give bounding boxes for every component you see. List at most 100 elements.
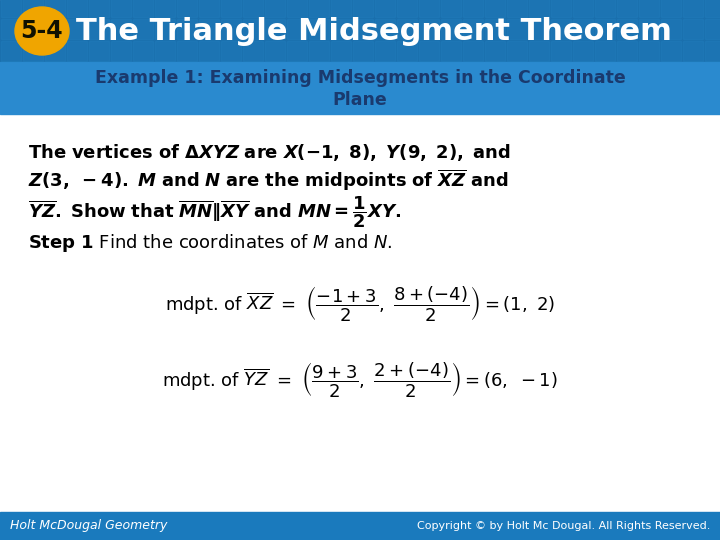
Bar <box>441 41 461 61</box>
Bar <box>441 19 461 39</box>
Bar <box>89 0 109 17</box>
Bar <box>199 0 219 17</box>
Bar <box>353 19 373 39</box>
Bar <box>507 0 527 17</box>
Bar <box>419 41 439 61</box>
Text: $\mathbf{Step\ 1}$$\ $Find the coordinates of $\mathit{M}$ and $\mathit{N}$.: $\mathbf{Step\ 1}$$\ $Find the coordinat… <box>28 232 392 254</box>
Bar <box>287 0 307 17</box>
Bar <box>551 19 571 39</box>
Bar <box>551 0 571 17</box>
Bar <box>485 41 505 61</box>
Bar <box>309 41 329 61</box>
Bar <box>529 19 549 39</box>
Text: Holt McDougal Geometry: Holt McDougal Geometry <box>10 519 167 532</box>
Bar <box>133 0 153 17</box>
Bar <box>617 19 637 39</box>
Text: Copyright © by Holt Mc Dougal. All Rights Reserved.: Copyright © by Holt Mc Dougal. All Right… <box>417 521 710 531</box>
Bar <box>617 41 637 61</box>
Bar <box>243 19 263 39</box>
Text: mdpt. of $\overline{XZ}\ =\ \left(\dfrac{-1+3}{2},\ \dfrac{8+(-4)}{2}\right) = (: mdpt. of $\overline{XZ}\ =\ \left(\dfrac… <box>165 284 555 323</box>
Bar <box>331 19 351 39</box>
Bar <box>309 0 329 17</box>
Bar <box>177 0 197 17</box>
Bar <box>397 19 417 39</box>
Bar <box>397 41 417 61</box>
Bar <box>485 19 505 39</box>
Text: $\boldsymbol{Z}$$\mathbf{(3,\ -4).\ }$$\boldsymbol{M}$$\mathbf{\ and\ }$$\boldsy: $\boldsymbol{Z}$$\mathbf{(3,\ -4).\ }$$\… <box>28 168 508 193</box>
Bar <box>199 19 219 39</box>
Bar <box>595 19 615 39</box>
Bar <box>243 41 263 61</box>
Bar <box>683 0 703 17</box>
Bar <box>573 41 593 61</box>
Bar <box>397 0 417 17</box>
Bar <box>463 19 483 39</box>
Bar <box>463 41 483 61</box>
Bar <box>375 41 395 61</box>
Bar <box>111 19 131 39</box>
Bar <box>529 0 549 17</box>
Bar <box>243 0 263 17</box>
Bar <box>661 0 681 17</box>
Bar <box>309 19 329 39</box>
Bar <box>265 41 285 61</box>
Bar <box>89 19 109 39</box>
Bar <box>265 0 285 17</box>
Bar <box>595 0 615 17</box>
Bar <box>23 19 43 39</box>
Bar <box>0 512 720 540</box>
Bar <box>661 19 681 39</box>
Ellipse shape <box>15 7 69 55</box>
Bar <box>485 0 505 17</box>
Bar <box>67 0 87 17</box>
Bar <box>287 41 307 61</box>
Bar <box>45 0 65 17</box>
Bar <box>441 0 461 17</box>
Bar <box>89 41 109 61</box>
Bar <box>375 0 395 17</box>
Bar <box>177 41 197 61</box>
Text: Plane: Plane <box>333 91 387 109</box>
Bar <box>111 0 131 17</box>
Bar <box>507 41 527 61</box>
Bar <box>661 41 681 61</box>
Bar <box>529 41 549 61</box>
Bar <box>705 0 720 17</box>
Bar <box>177 19 197 39</box>
Text: $\overline{\boldsymbol{YZ}}$$\mathbf{.\ Show\ that\ }$$\overline{\boldsymbol{MN}: $\overline{\boldsymbol{YZ}}$$\mathbf{.\ … <box>28 194 401 230</box>
Bar <box>265 19 285 39</box>
Bar <box>155 19 175 39</box>
Bar <box>67 41 87 61</box>
Bar <box>683 41 703 61</box>
Bar <box>419 19 439 39</box>
Bar <box>551 41 571 61</box>
Bar <box>617 0 637 17</box>
Bar <box>573 19 593 39</box>
Bar <box>331 0 351 17</box>
Bar <box>463 0 483 17</box>
Bar <box>375 19 395 39</box>
Bar <box>155 0 175 17</box>
Bar <box>595 41 615 61</box>
Bar <box>1 19 21 39</box>
Bar <box>45 41 65 61</box>
Bar <box>23 0 43 17</box>
Text: Example 1: Examining Midsegments in the Coordinate: Example 1: Examining Midsegments in the … <box>94 69 626 87</box>
Bar <box>639 0 659 17</box>
Bar <box>683 19 703 39</box>
Bar <box>1 0 21 17</box>
Bar <box>155 41 175 61</box>
Bar <box>419 0 439 17</box>
Bar <box>331 41 351 61</box>
Bar <box>67 19 87 39</box>
Bar <box>639 41 659 61</box>
Text: The Triangle Midsegment Theorem: The Triangle Midsegment Theorem <box>76 17 672 45</box>
Bar <box>353 41 373 61</box>
Bar <box>705 41 720 61</box>
Bar <box>507 19 527 39</box>
Bar <box>639 19 659 39</box>
Bar <box>111 41 131 61</box>
Bar <box>199 41 219 61</box>
Bar <box>23 41 43 61</box>
Bar <box>133 19 153 39</box>
